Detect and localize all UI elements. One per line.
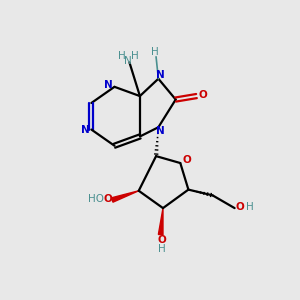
Text: O: O [182, 155, 191, 165]
Text: O: O [235, 202, 244, 212]
Text: H: H [131, 51, 139, 61]
Text: N: N [124, 56, 132, 66]
Text: N: N [103, 80, 112, 90]
Text: H: H [246, 202, 254, 212]
Text: H: H [151, 47, 159, 57]
Text: N: N [80, 124, 89, 135]
Text: O: O [199, 90, 207, 100]
Text: H: H [158, 244, 166, 254]
Text: O: O [158, 235, 166, 245]
Polygon shape [111, 191, 139, 202]
Text: N: N [156, 70, 165, 80]
Polygon shape [158, 208, 163, 235]
Text: O: O [103, 194, 112, 204]
Text: HO: HO [88, 194, 104, 204]
Text: H: H [118, 51, 125, 61]
Text: N: N [156, 126, 165, 136]
